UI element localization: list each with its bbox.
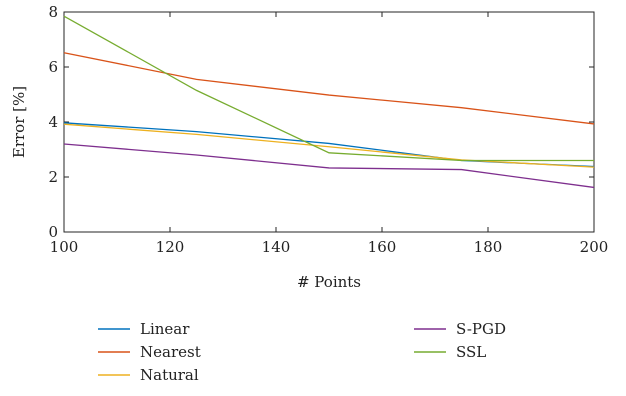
series-line-nearest bbox=[63, 52, 595, 125]
y-tick-label: 4 bbox=[48, 113, 58, 131]
series-line-s-pgd bbox=[63, 143, 595, 189]
legend-label: S-PGD bbox=[456, 320, 506, 338]
y-tick-label: 8 bbox=[48, 3, 58, 21]
y-tick-label: 2 bbox=[48, 168, 58, 186]
x-tick-label: 200 bbox=[580, 238, 609, 256]
x-tick-label: 100 bbox=[50, 238, 79, 256]
legend: Linear Nearest Natural S-PGD SSL bbox=[98, 320, 506, 384]
axis-ticks: 100 120 140 160 180 200 0 2 4 6 8 bbox=[48, 3, 608, 256]
x-tick-label: 160 bbox=[368, 238, 397, 256]
y-tick-label: 0 bbox=[48, 223, 58, 241]
plot-area bbox=[63, 11, 595, 233]
legend-label: Natural bbox=[140, 366, 199, 384]
x-tick-label: 120 bbox=[156, 238, 185, 256]
series-line-natural bbox=[63, 123, 595, 168]
y-tick-label: 6 bbox=[48, 58, 58, 76]
legend-label: SSL bbox=[456, 343, 486, 361]
y-axis-label: Error [%] bbox=[10, 86, 28, 158]
x-tick-label: 140 bbox=[262, 238, 291, 256]
series-line-ssl bbox=[63, 15, 594, 162]
legend-label: Nearest bbox=[140, 343, 201, 361]
x-axis-label: # Points bbox=[297, 273, 361, 291]
series-lines bbox=[63, 15, 595, 189]
x-tick-label: 180 bbox=[474, 238, 503, 256]
legend-label: Linear bbox=[140, 320, 190, 338]
